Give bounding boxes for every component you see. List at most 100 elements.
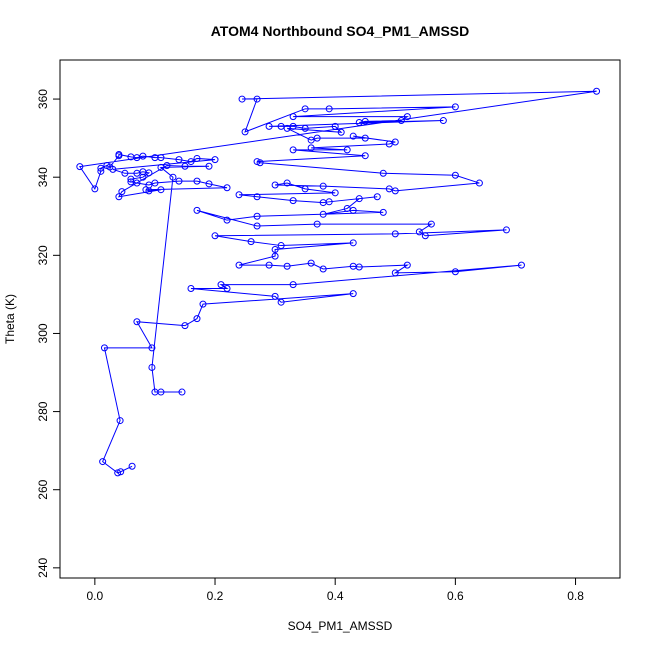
- y-tick-label: 320: [36, 245, 50, 265]
- plot-frame: [59, 59, 621, 579]
- data-point: [114, 469, 122, 477]
- data-point: [283, 124, 291, 132]
- data-point: [256, 159, 264, 167]
- data-point: [205, 180, 213, 188]
- data-point: [253, 95, 261, 103]
- data-point: [127, 175, 135, 183]
- data-point: [142, 186, 150, 194]
- data-point: [343, 146, 351, 154]
- data-point: [235, 261, 243, 269]
- y-tick-label: 300: [36, 323, 50, 343]
- data-point: [128, 462, 136, 470]
- data-point: [283, 262, 291, 270]
- data-point: [391, 187, 399, 195]
- data-point: [97, 164, 105, 172]
- data-point: [355, 195, 363, 203]
- data-point: [319, 182, 327, 190]
- data-point: [289, 281, 297, 289]
- y-axis-label: Theta (K): [3, 294, 17, 344]
- data-point: [91, 185, 99, 193]
- x-tick-label: 0.6: [447, 589, 464, 603]
- data-point: [343, 204, 351, 212]
- data-point: [199, 300, 207, 308]
- data-point: [193, 154, 201, 162]
- data-point: [373, 193, 381, 201]
- data-point: [277, 122, 285, 130]
- data-point: [517, 261, 525, 269]
- data-point: [139, 173, 147, 181]
- data-point: [289, 113, 297, 121]
- data-point: [313, 134, 321, 142]
- data-point: [100, 344, 108, 352]
- data-point: [349, 262, 357, 270]
- data-point: [313, 220, 321, 228]
- data-point: [391, 230, 399, 238]
- data-point: [331, 189, 339, 197]
- data-point: [223, 184, 231, 192]
- data-point: [283, 179, 291, 187]
- data-point: [385, 185, 393, 193]
- data-point: [301, 105, 309, 113]
- data-point: [277, 242, 285, 250]
- data-point: [217, 281, 225, 289]
- data-point: [193, 315, 201, 323]
- data-point: [253, 193, 261, 201]
- data-point: [157, 163, 165, 171]
- data-point: [307, 144, 315, 152]
- data-point: [115, 151, 123, 159]
- data-point: [361, 117, 369, 125]
- data-point: [331, 122, 339, 130]
- data-point: [193, 177, 201, 185]
- data-point: [76, 163, 84, 171]
- data-point: [427, 220, 435, 228]
- data-point: [593, 87, 601, 95]
- data-point: [349, 206, 357, 214]
- data-point: [145, 187, 153, 195]
- data-point: [271, 181, 279, 189]
- data-point: [397, 117, 405, 125]
- data-point: [319, 265, 327, 273]
- data-point: [403, 261, 411, 269]
- x-tick-label: 0.8: [567, 589, 584, 603]
- data-point: [193, 206, 201, 214]
- data-point: [238, 95, 246, 103]
- data-point: [169, 173, 177, 181]
- data-point: [181, 162, 189, 170]
- data-point: [319, 210, 327, 218]
- data-point: [475, 179, 483, 187]
- data-point: [175, 177, 183, 185]
- data-point: [307, 136, 315, 144]
- data-point: [99, 458, 107, 466]
- data-point: [277, 298, 285, 306]
- data-point: [97, 167, 105, 175]
- x-tick-label: 0.2: [207, 589, 224, 603]
- data-point: [337, 128, 345, 136]
- data-point: [133, 318, 141, 326]
- data-point: [157, 154, 165, 162]
- data-point: [223, 285, 231, 293]
- data-point: [178, 388, 186, 396]
- data-point: [379, 208, 387, 216]
- data-point: [187, 285, 195, 293]
- data-point: [116, 417, 124, 425]
- data-point: [115, 193, 123, 201]
- data-point: [271, 292, 279, 300]
- data-point: [403, 113, 411, 121]
- data-point: [181, 322, 189, 330]
- data-point: [349, 290, 357, 298]
- data-point: [109, 165, 117, 173]
- data-point: [157, 186, 165, 194]
- data-point: [235, 191, 243, 199]
- data-line: [78, 90, 597, 474]
- data-point: [301, 185, 309, 193]
- data-point: [187, 158, 195, 166]
- data-point: [139, 152, 147, 160]
- data-point: [148, 363, 156, 371]
- data-point: [289, 146, 297, 154]
- data-point: [175, 156, 183, 164]
- data-point: [133, 179, 141, 187]
- data-point: [211, 232, 219, 240]
- data-point: [241, 128, 249, 136]
- data-point: [361, 134, 369, 142]
